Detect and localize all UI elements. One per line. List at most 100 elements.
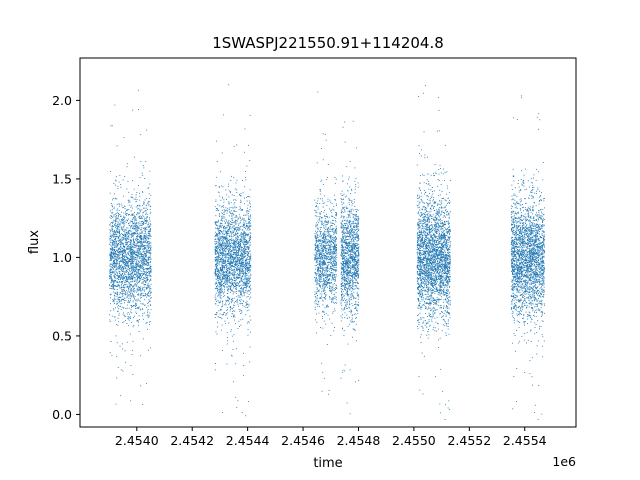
data-point: [141, 266, 143, 267]
data-point: [146, 251, 148, 253]
data-point: [234, 257, 236, 259]
data-point: [233, 284, 235, 286]
data-point: [217, 238, 219, 240]
data-point: [137, 255, 139, 257]
data-point: [226, 278, 228, 280]
data-point: [126, 241, 128, 243]
data-point: [239, 226, 241, 228]
data-point: [228, 322, 230, 324]
data-point: [229, 263, 230, 265]
data-point: [117, 306, 119, 308]
data-point: [250, 242, 251, 244]
data-point: [217, 290, 219, 291]
data-point: [232, 249, 234, 251]
data-point: [113, 219, 115, 221]
data-point: [136, 275, 137, 277]
data-point: [228, 239, 229, 241]
data-point: [134, 232, 136, 234]
data-point: [136, 267, 138, 269]
data-point: [133, 324, 135, 326]
data-point: [243, 306, 245, 308]
data-point: [237, 232, 239, 234]
data-point: [125, 214, 127, 215]
data-point: [115, 219, 117, 221]
data-point: [143, 267, 144, 268]
data-point: [237, 282, 239, 284]
data-point: [119, 266, 121, 268]
data-point: [216, 249, 218, 251]
data-point: [122, 267, 123, 269]
data-point: [110, 293, 112, 295]
data-point: [246, 262, 248, 263]
data-point: [140, 236, 141, 238]
data-point: [233, 287, 235, 289]
data-point: [129, 270, 130, 272]
data-point: [143, 259, 145, 261]
data-point: [111, 211, 113, 213]
data-point: [330, 335, 332, 336]
data-point: [227, 240, 229, 241]
data-point: [245, 233, 247, 235]
data-point: [225, 207, 227, 209]
data-point: [227, 224, 229, 225]
data-point: [216, 258, 218, 260]
data-point: [228, 220, 230, 222]
data-point: [242, 304, 244, 306]
data-point: [236, 230, 237, 232]
data-point: [149, 229, 151, 231]
data-point: [117, 299, 119, 301]
data-point: [237, 274, 239, 276]
data-point: [235, 254, 237, 256]
data-point: [128, 282, 130, 284]
data-point: [124, 267, 126, 269]
data-point: [222, 253, 224, 254]
data-point: [235, 210, 237, 212]
data-point: [218, 263, 220, 265]
data-point: [140, 161, 142, 162]
data-point: [113, 255, 115, 257]
data-point: [250, 266, 252, 268]
data-point: [219, 242, 221, 244]
data-point: [240, 319, 242, 321]
data-point: [110, 297, 111, 299]
data-point: [132, 262, 133, 263]
data-point: [118, 181, 120, 183]
data-point: [125, 320, 126, 321]
data-point: [114, 277, 115, 278]
data-point: [123, 307, 124, 309]
data-point: [231, 220, 233, 221]
data-point: [132, 246, 133, 248]
data-point: [126, 213, 128, 215]
data-point: [147, 250, 149, 252]
data-point: [220, 246, 222, 248]
data-point: [111, 237, 113, 238]
data-point: [140, 265, 142, 267]
data-point: [216, 333, 218, 335]
data-point: [145, 247, 147, 249]
data-point: [137, 233, 139, 234]
data-point: [122, 207, 124, 208]
data-point: [133, 239, 134, 241]
data-point: [134, 288, 135, 289]
data-point: [236, 250, 238, 251]
data-point: [145, 253, 147, 255]
data-point: [127, 263, 129, 265]
data-point: [112, 264, 113, 266]
data-point: [118, 224, 120, 226]
data-point: [224, 239, 226, 241]
data-point: [149, 209, 151, 210]
data-point: [133, 252, 135, 253]
data-point: [247, 279, 249, 281]
data-point: [134, 290, 136, 292]
data-point: [140, 243, 142, 245]
data-point: [113, 249, 115, 251]
data-point: [245, 290, 247, 291]
data-point: [227, 289, 228, 291]
data-point: [243, 301, 245, 302]
data-point: [225, 244, 227, 246]
data-point: [236, 289, 237, 290]
data-point: [141, 274, 143, 276]
data-point: [137, 263, 138, 265]
data-point: [237, 252, 238, 254]
data-point: [241, 250, 243, 252]
